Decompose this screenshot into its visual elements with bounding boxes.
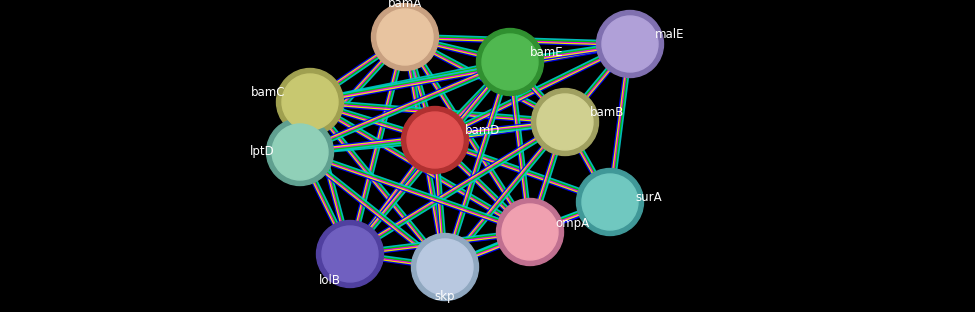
Text: bamB: bamB xyxy=(590,105,624,119)
Text: surA: surA xyxy=(635,191,662,203)
Text: malE: malE xyxy=(655,27,684,41)
Circle shape xyxy=(317,221,383,287)
Circle shape xyxy=(482,34,538,90)
Circle shape xyxy=(417,239,473,295)
Text: lolB: lolB xyxy=(319,274,341,287)
Circle shape xyxy=(597,11,664,77)
Circle shape xyxy=(282,74,338,130)
Text: bamA: bamA xyxy=(388,0,422,10)
Circle shape xyxy=(477,28,543,95)
Circle shape xyxy=(602,16,658,72)
Circle shape xyxy=(502,204,558,260)
Text: skp: skp xyxy=(435,290,455,303)
Circle shape xyxy=(582,174,638,230)
Circle shape xyxy=(266,119,333,186)
Circle shape xyxy=(272,124,328,180)
Circle shape xyxy=(371,3,439,71)
Circle shape xyxy=(402,106,469,173)
Text: ompA: ompA xyxy=(555,217,589,231)
Circle shape xyxy=(407,112,463,168)
Circle shape xyxy=(322,226,378,282)
Text: bamC: bamC xyxy=(251,85,285,99)
Circle shape xyxy=(531,89,599,155)
Circle shape xyxy=(411,233,479,300)
Circle shape xyxy=(537,94,593,150)
Circle shape xyxy=(496,198,564,266)
Text: lptD: lptD xyxy=(251,145,275,158)
Text: bamD: bamD xyxy=(465,124,500,137)
Circle shape xyxy=(576,168,644,236)
Circle shape xyxy=(377,9,433,65)
Text: bamE: bamE xyxy=(530,46,564,59)
Circle shape xyxy=(277,69,343,135)
